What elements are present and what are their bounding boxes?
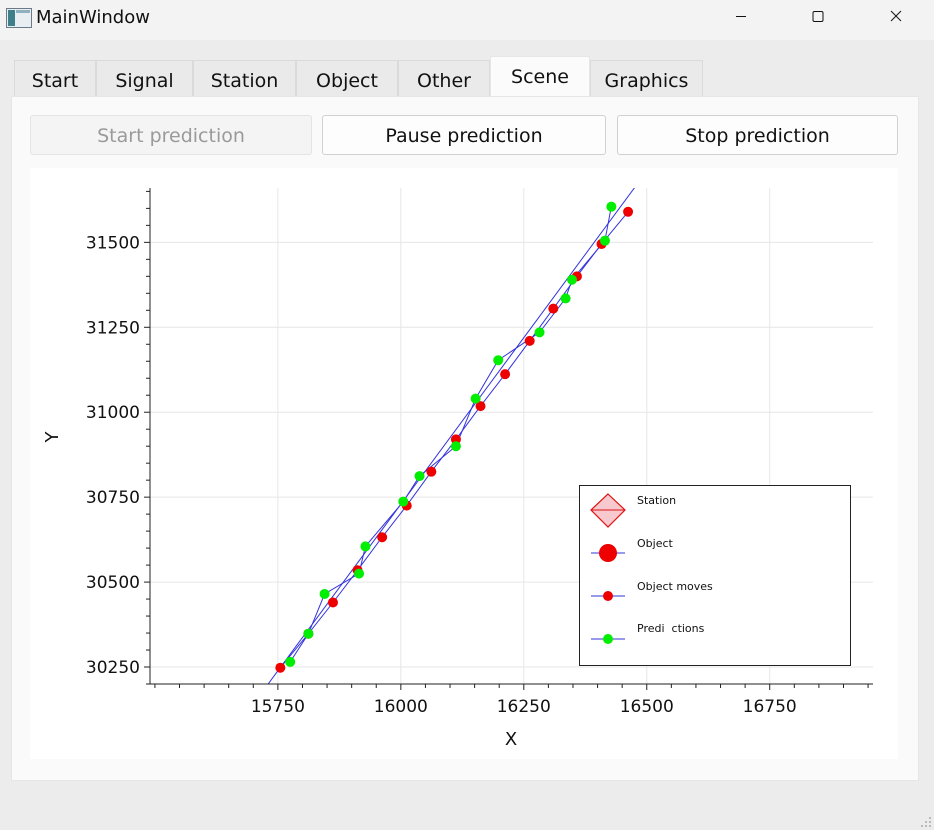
chart-axes: 15750 16000 16250 16500 16750 30250 30500 30750… xyxy=(86,188,873,717)
legend-predictions-icon xyxy=(591,634,625,644)
series-points xyxy=(275,201,634,673)
object-move-point xyxy=(500,369,511,380)
object-move-point xyxy=(548,303,559,314)
object-move-point xyxy=(327,597,338,608)
chart-legend: Station Object Object moves Predi ctions xyxy=(579,485,851,666)
y-tick-label: 30500 xyxy=(86,573,140,593)
maximize-button[interactable] xyxy=(793,0,843,36)
trend-line xyxy=(267,188,635,684)
x-tick-label: 16000 xyxy=(374,697,428,717)
y-tick-label: 31500 xyxy=(86,233,140,253)
prediction-point xyxy=(599,235,610,246)
prediction-point xyxy=(414,471,425,482)
title-bar: MainWindow xyxy=(0,0,934,40)
object-move-point xyxy=(275,662,286,673)
legend-object-icon xyxy=(591,544,625,562)
object-move-point xyxy=(377,532,388,543)
tab-other[interactable]: Other xyxy=(398,60,490,96)
x-tick-label: 16500 xyxy=(620,697,674,717)
tab-graphics[interactable]: Graphics xyxy=(590,60,703,96)
prediction-point xyxy=(534,327,545,338)
y-tick-label: 30750 xyxy=(86,488,140,508)
prediction-point xyxy=(493,355,504,366)
prediction-point-line xyxy=(289,206,612,663)
close-button[interactable] xyxy=(871,0,921,36)
tab-station[interactable]: Station xyxy=(193,60,296,96)
x-axis-label: X xyxy=(505,729,517,750)
prediction-point xyxy=(398,496,409,507)
maximize-icon xyxy=(812,11,824,22)
stop-prediction-button[interactable]: Stop prediction xyxy=(617,115,898,155)
x-tick-label: 16250 xyxy=(497,697,551,717)
close-icon xyxy=(890,10,902,22)
tab-object[interactable]: Object xyxy=(296,60,398,96)
prediction-point xyxy=(566,274,577,285)
tab-scene[interactable]: Scene xyxy=(490,56,590,96)
prediction-point xyxy=(470,393,481,404)
resize-grip-icon[interactable] xyxy=(918,814,932,828)
tab-start[interactable]: Start xyxy=(14,60,96,96)
y-tick-label: 31250 xyxy=(86,318,140,338)
y-tick-label: 30250 xyxy=(86,658,140,678)
legend-predictions-label: Predi ctions xyxy=(637,622,705,635)
object-move-point xyxy=(426,466,437,477)
legend-object-moves-icon xyxy=(591,591,625,601)
legend-object-label: Object xyxy=(637,537,674,550)
prediction-point xyxy=(360,541,371,552)
object-move-point xyxy=(524,335,535,346)
prediction-point xyxy=(285,656,296,667)
object-move-point xyxy=(475,401,486,412)
prediction-point xyxy=(303,628,314,639)
pause-prediction-button[interactable]: Pause prediction xyxy=(322,115,606,155)
legend-station-label: Station xyxy=(637,494,676,507)
legend-object-moves-label: Object moves xyxy=(637,580,713,593)
prediction-point xyxy=(606,201,617,212)
x-tick-label: 16750 xyxy=(743,697,797,717)
tab-signal[interactable]: Signal xyxy=(96,60,193,96)
y-tick-label: 31000 xyxy=(86,403,140,423)
x-tick-label: 15750 xyxy=(251,697,305,717)
prediction-point xyxy=(319,588,330,599)
app-window-icon xyxy=(6,8,32,28)
minimize-button[interactable] xyxy=(716,0,766,36)
prediction-point xyxy=(450,441,461,452)
object-move-point xyxy=(623,206,634,217)
window-title: MainWindow xyxy=(36,7,150,28)
y-axis-label: Y xyxy=(42,431,63,444)
legend-station-icon xyxy=(590,493,626,528)
start-prediction-button[interactable]: Start prediction xyxy=(30,115,312,155)
minimize-icon xyxy=(736,16,746,17)
prediction-point xyxy=(354,568,365,579)
trend-line-path xyxy=(267,188,635,684)
prediction-point xyxy=(560,293,571,304)
